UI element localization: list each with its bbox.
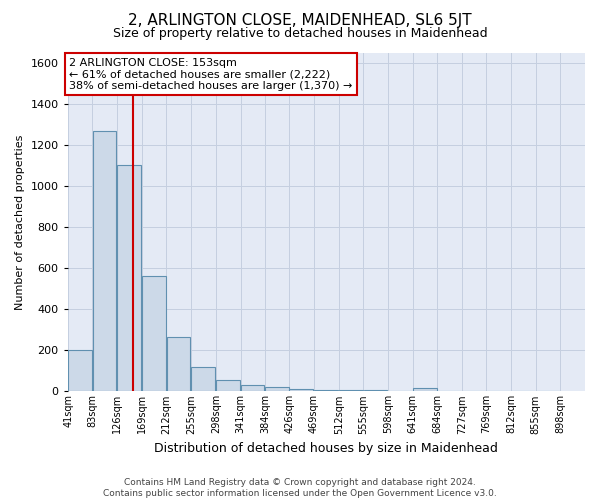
Bar (241, 385, 265, 392)
Bar (413, 388, 437, 392)
Bar (68, 350, 92, 392)
Bar (117, 166, 141, 392)
Bar (339, 390, 362, 392)
Bar (216, 380, 240, 392)
Bar (191, 366, 215, 392)
Text: 2, ARLINGTON CLOSE, MAIDENHEAD, SL6 5JT: 2, ARLINGTON CLOSE, MAIDENHEAD, SL6 5JT (128, 12, 472, 28)
Bar (314, 390, 338, 392)
X-axis label: Distribution of detached houses by size in Maidenhead: Distribution of detached houses by size … (154, 442, 498, 455)
Bar (364, 390, 388, 392)
Bar (142, 276, 166, 392)
Bar (289, 390, 313, 392)
Text: Size of property relative to detached houses in Maidenhead: Size of property relative to detached ho… (113, 28, 487, 40)
Text: Contains HM Land Registry data © Crown copyright and database right 2024.
Contai: Contains HM Land Registry data © Crown c… (103, 478, 497, 498)
Bar (167, 337, 190, 392)
Text: 2 ARLINGTON CLOSE: 153sqm
← 61% of detached houses are smaller (2,222)
38% of se: 2 ARLINGTON CLOSE: 153sqm ← 61% of detac… (70, 58, 353, 91)
Bar (265, 388, 289, 392)
Bar (92, 130, 116, 392)
Y-axis label: Number of detached properties: Number of detached properties (15, 134, 25, 310)
